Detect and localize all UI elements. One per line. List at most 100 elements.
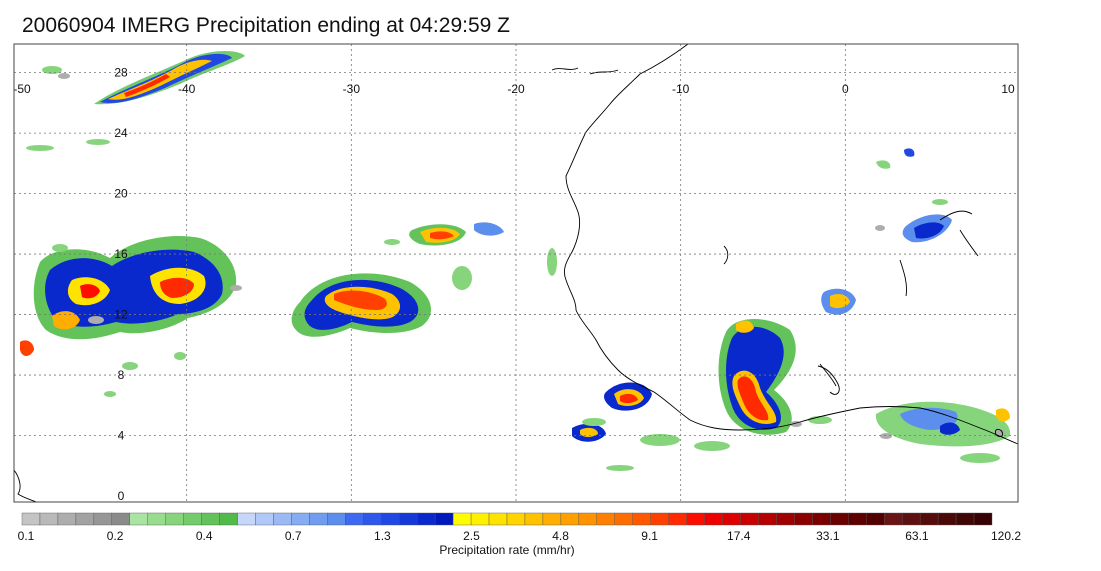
colorbar-swatch <box>937 512 957 526</box>
colorbar-tick-label: 17.4 <box>727 529 751 543</box>
scattered-trace-rain <box>58 73 1005 439</box>
western-sahara-line <box>551 67 619 75</box>
colorbar-swatch <box>524 512 544 526</box>
lon-tick-label: 10 <box>1001 82 1015 96</box>
lat-tick-label: 28 <box>114 66 128 80</box>
colorbar-swatch <box>201 512 220 526</box>
latitude-labels: 0 4 8 12 16 20 24 28 <box>114 66 128 503</box>
colorbar-swatch <box>919 512 939 526</box>
colorbar-swatch <box>973 512 993 526</box>
colorbar-tick-label: 2.5 <box>463 529 480 543</box>
colorbar-swatch <box>111 512 130 526</box>
colorbar-swatch <box>632 512 651 526</box>
colorbar-swatch <box>488 512 508 526</box>
africa-west-coast <box>563 44 1018 445</box>
colorbar-swatch <box>219 512 238 526</box>
lat-tick-label: 0 <box>118 489 125 503</box>
bioko-island <box>995 429 1003 437</box>
colorbar-swatch <box>147 512 166 526</box>
colorbar <box>21 512 993 526</box>
storm-interior <box>718 288 856 435</box>
colorbar-swatch <box>722 512 741 526</box>
colorbar-swatch <box>21 512 41 526</box>
lon-tick-label: 0 <box>842 82 849 96</box>
colorbar-swatch <box>452 512 472 526</box>
colorbar-swatch <box>668 512 687 526</box>
lon-tick-label: -30 <box>343 82 361 96</box>
colorbar-swatch <box>650 512 669 526</box>
colorbar-tick-label: 0.7 <box>284 529 302 543</box>
sahel-features <box>723 210 979 387</box>
colorbar-swatch <box>506 512 526 526</box>
colorbar-swatch <box>901 512 921 526</box>
colorbar-tick-label: 0.4 <box>195 529 213 543</box>
colorbar-tick-label: 0.1 <box>17 529 35 543</box>
colorbar-swatch <box>866 512 885 526</box>
colorbar-tick-label: 33.1 <box>816 529 840 543</box>
colorbar-swatch <box>273 512 292 526</box>
colorbar-tick-label: 4.8 <box>552 529 569 543</box>
storm-west-cluster <box>20 236 237 356</box>
colorbar-swatch <box>776 512 795 526</box>
storm-central <box>291 273 432 337</box>
colorbar-swatch <box>848 512 867 526</box>
colorbar-swatch <box>542 512 562 526</box>
colorbar-swatch <box>291 512 310 526</box>
map-gridlines <box>14 44 1018 502</box>
colorbar-swatch <box>434 512 454 526</box>
scattered-light-rain <box>26 66 1000 471</box>
colorbar-swatch <box>955 512 975 526</box>
lon-tick-label: -20 <box>507 82 525 96</box>
lat-tick-label: 20 <box>114 187 128 201</box>
lat-tick-label: 24 <box>114 126 128 140</box>
colorbar-swatch <box>830 512 849 526</box>
colorbar-tick-label: 120.2 <box>990 529 1022 543</box>
colorbar-swatch <box>740 512 759 526</box>
colorbar-swatch <box>309 512 328 526</box>
storm-east <box>875 148 1011 447</box>
storm-mid-north <box>409 222 504 246</box>
colorbar-swatch <box>794 512 813 526</box>
colorbar-swatch <box>165 512 184 526</box>
colorbar-swatch <box>399 512 418 526</box>
storm-nw-band <box>94 51 245 105</box>
colorbar-swatch <box>363 512 382 526</box>
coastline-layer <box>14 44 1018 502</box>
colorbar-swatch <box>39 512 59 526</box>
colorbar-swatch <box>560 512 580 526</box>
colorbar-tick-label: 1.3 <box>374 529 391 543</box>
colorbar-title: Precipitation rate (mm/hr) <box>439 543 575 557</box>
lake-volta <box>817 365 840 395</box>
colorbar-swatch <box>255 512 274 526</box>
colorbar-swatch <box>812 512 831 526</box>
colorbar-tick-label: 9.1 <box>641 529 658 543</box>
colorbar-swatch <box>416 512 436 526</box>
colorbar-swatch <box>596 512 615 526</box>
colorbar-swatch <box>129 512 148 526</box>
lat-tick-label: 16 <box>114 247 128 261</box>
colorbar-swatch <box>75 512 95 526</box>
lat-tick-label: 4 <box>118 429 125 443</box>
lat-tick-label: 8 <box>118 368 125 382</box>
colorbar-swatch <box>614 512 633 526</box>
colorbar-swatch <box>470 512 490 526</box>
map-title: 20060904 IMERG Precipitation ending at 0… <box>22 14 510 37</box>
colorbar-swatch <box>183 512 202 526</box>
colorbar-swatch <box>704 512 723 526</box>
colorbar-swatch <box>57 512 77 526</box>
storm-coast-6n <box>572 382 652 442</box>
lon-tick-label: -50 <box>13 82 31 96</box>
longitude-labels: -50 -40 -30 -20 -10 0 10 <box>13 82 1015 96</box>
colorbar-swatch <box>884 512 903 526</box>
colorbar-tick-label: 0.2 <box>106 529 124 543</box>
colorbar-tick-label: 63.1 <box>905 529 929 543</box>
precipitation-layer <box>20 51 1011 471</box>
lon-tick-label: -10 <box>672 82 690 96</box>
colorbar-swatch <box>686 512 705 526</box>
colorbar-swatch <box>237 512 256 526</box>
south-america-tip <box>14 469 37 502</box>
colorbar-swatch <box>327 512 346 526</box>
colorbar-swatch <box>381 512 400 526</box>
lat-tick-label: 12 <box>114 308 128 322</box>
